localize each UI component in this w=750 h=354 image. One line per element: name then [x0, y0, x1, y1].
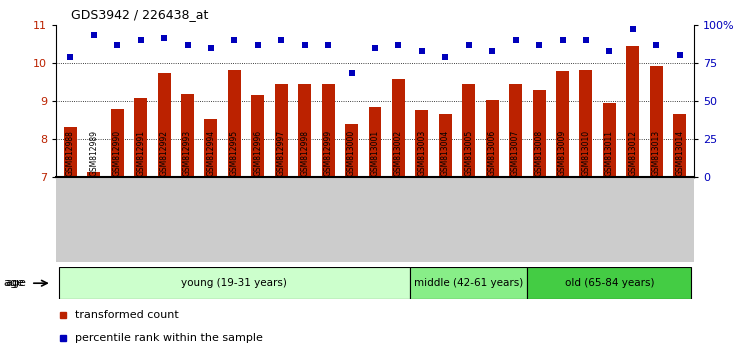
- Point: [252, 42, 264, 47]
- Point: [533, 42, 545, 47]
- Point: [322, 42, 334, 47]
- Text: old (65-84 years): old (65-84 years): [565, 278, 654, 288]
- Bar: [392, 79, 405, 177]
- Point: [392, 42, 404, 47]
- Bar: [439, 114, 452, 177]
- Bar: [580, 70, 592, 177]
- Text: age: age: [4, 278, 25, 288]
- Point: [627, 27, 639, 32]
- Bar: [345, 125, 358, 177]
- Point: [603, 48, 615, 53]
- Point: [556, 37, 568, 43]
- Point: [158, 36, 170, 41]
- Text: age: age: [6, 278, 26, 288]
- Bar: [509, 84, 522, 177]
- Bar: [228, 70, 241, 177]
- Bar: [674, 114, 686, 177]
- Point: [228, 37, 240, 43]
- Bar: [181, 94, 194, 177]
- Text: middle (42-61 years): middle (42-61 years): [414, 278, 524, 288]
- Bar: [205, 119, 218, 177]
- Point: [346, 71, 358, 76]
- Point: [369, 45, 381, 50]
- Bar: [368, 107, 382, 177]
- Bar: [111, 109, 124, 177]
- Text: GDS3942 / 226438_at: GDS3942 / 226438_at: [71, 8, 209, 21]
- Text: transformed count: transformed count: [75, 309, 179, 320]
- Point: [416, 48, 428, 53]
- Point: [182, 42, 194, 47]
- Bar: [462, 84, 476, 177]
- Bar: [298, 84, 311, 177]
- Point: [510, 37, 522, 43]
- Bar: [556, 71, 569, 177]
- Bar: [650, 66, 663, 177]
- Point: [275, 37, 287, 43]
- Bar: [486, 100, 499, 177]
- Bar: [626, 46, 639, 177]
- Bar: [603, 103, 616, 177]
- Bar: [322, 84, 334, 177]
- Point: [298, 42, 310, 47]
- Bar: [532, 90, 545, 177]
- Bar: [527, 267, 692, 299]
- Bar: [87, 172, 100, 177]
- Point: [650, 42, 662, 47]
- Point: [135, 37, 147, 43]
- Point: [64, 54, 76, 59]
- Point: [111, 42, 123, 47]
- Text: young (19-31 years): young (19-31 years): [182, 278, 287, 288]
- Bar: [416, 110, 428, 177]
- Point: [88, 33, 100, 38]
- Bar: [410, 267, 527, 299]
- Point: [674, 52, 686, 58]
- Point: [463, 42, 475, 47]
- Bar: [134, 98, 147, 177]
- Point: [205, 45, 217, 50]
- Bar: [158, 74, 170, 177]
- Bar: [274, 84, 288, 177]
- Bar: [58, 267, 410, 299]
- Bar: [251, 95, 264, 177]
- Bar: [64, 127, 76, 177]
- Text: percentile rank within the sample: percentile rank within the sample: [75, 333, 263, 343]
- Point: [580, 37, 592, 43]
- Point: [486, 48, 498, 53]
- Point: [440, 54, 452, 59]
